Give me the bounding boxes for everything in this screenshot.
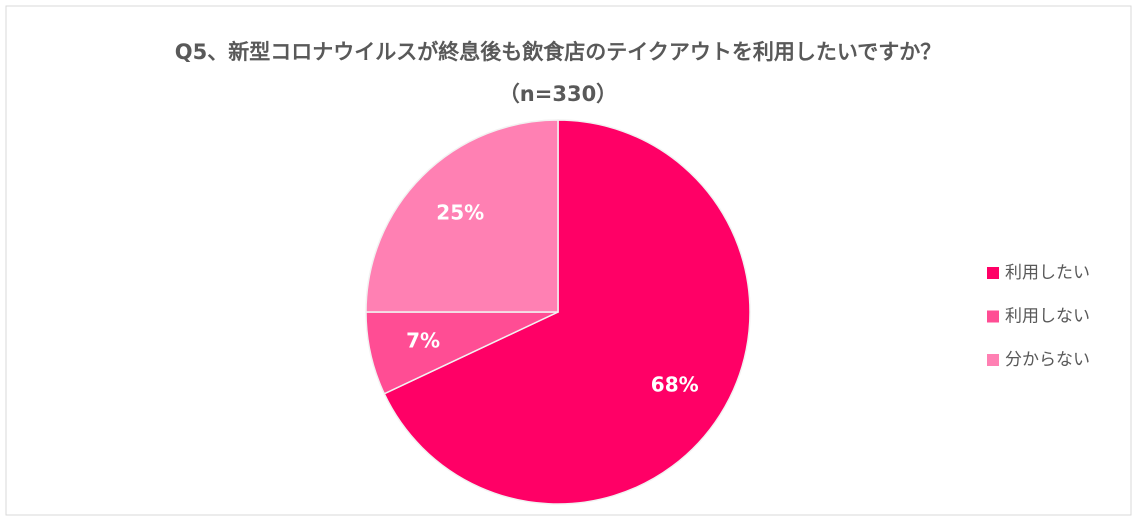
data-label: 7% (406, 329, 440, 353)
pie-slice (365, 119, 559, 313)
legend-label: 利用しない (1005, 307, 1090, 327)
data-label: 68% (651, 373, 699, 397)
chart-title: Q5、新型コロナウイルスが終息後も飲食店のテイクアウトを利用したいですか？ (175, 40, 941, 64)
legend-label: 利用したい (1005, 263, 1090, 283)
pie-slice (383, 119, 751, 505)
legend-label: 分からない (1005, 350, 1090, 370)
chart-subtitle: （n=330） (499, 82, 617, 106)
legend-swatch (987, 310, 999, 323)
legend-swatch (987, 267, 999, 279)
data-label: 25% (436, 201, 484, 225)
legend-swatch (987, 354, 999, 366)
